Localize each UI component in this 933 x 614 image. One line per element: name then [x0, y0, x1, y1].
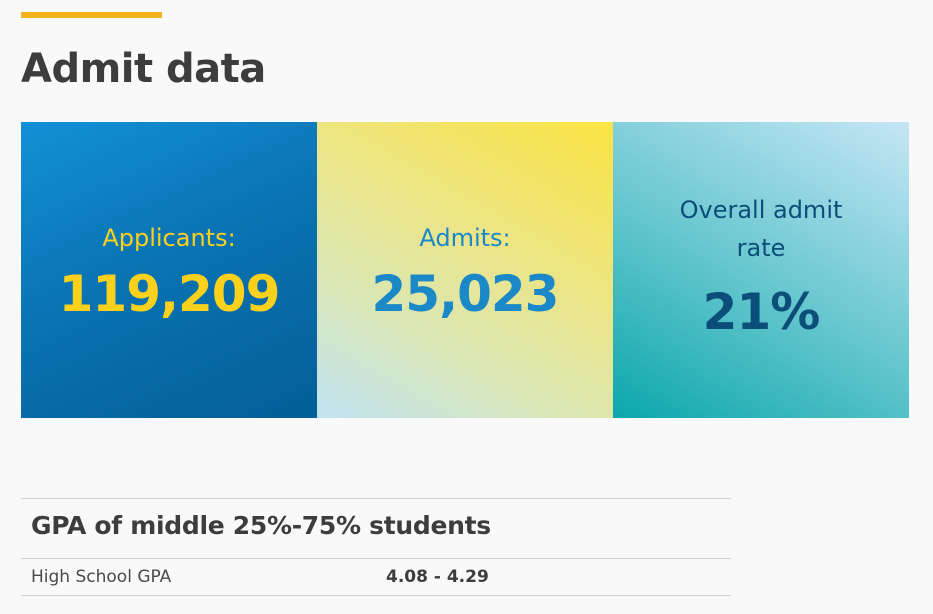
page-title: Admit data [21, 46, 266, 92]
stat-admits-value: 25,023 [371, 264, 560, 323]
title-accent-bar [21, 12, 162, 18]
stat-admits: Admits: 25,023 [317, 122, 613, 418]
gpa-row-value: 4.08 - 4.29 [386, 567, 489, 587]
stat-admit-rate-label: Overall admit rate [679, 195, 843, 262]
stat-admit-rate: Overall admit rate 21% [613, 122, 909, 418]
stat-admits-label: Admits: [419, 223, 511, 252]
stat-applicants-label: Applicants: [102, 223, 236, 252]
table-row: High School GPA 4.08 - 4.29 [21, 559, 731, 596]
gpa-row-label: High School GPA [31, 567, 172, 587]
stat-applicants-value: 119,209 [58, 264, 281, 323]
stat-applicants: Applicants: 119,209 [21, 122, 317, 418]
admit-stats-panel: Applicants: 119,209 Admits: 25,023 Overa… [21, 122, 909, 418]
stat-admit-rate-value: 21% [702, 282, 821, 341]
gpa-table: GPA of middle 25%-75% students High Scho… [21, 498, 731, 596]
gpa-table-heading: GPA of middle 25%-75% students [21, 499, 731, 559]
